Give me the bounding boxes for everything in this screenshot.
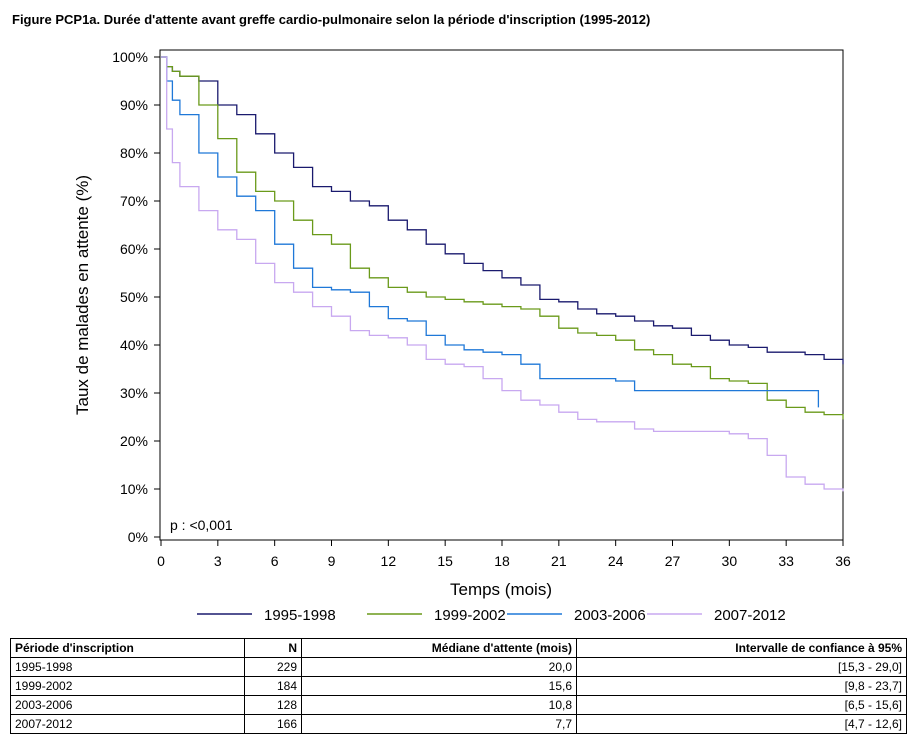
x-tick-label: 15: [437, 553, 453, 569]
cell-mediane: 7,7: [301, 714, 577, 734]
y-tick-label: 40%: [120, 337, 148, 353]
header-mediane: Médiane d'attente (mois): [301, 638, 577, 658]
series-line-1999-2002: [161, 56, 844, 420]
cell-periode: 2003-2006: [10, 695, 245, 715]
cell-intervalle: [9,8 - 23,7]: [576, 676, 907, 696]
cell-intervalle: [6,5 - 15,6]: [576, 695, 907, 715]
cell-n: 128: [244, 695, 302, 715]
series-line-2003-2006: [161, 56, 820, 408]
series-line-1995-1998: [161, 56, 844, 365]
x-tick-label: 24: [608, 553, 624, 569]
cell-mediane: 15,6: [301, 676, 577, 696]
header-n: N: [244, 638, 302, 658]
x-tick-label: 33: [778, 553, 794, 569]
y-axis-title: Taux de malades en attente (%): [73, 175, 92, 415]
table-row: 1999-2002 184 15,6 [9,8 - 23,7]: [10, 676, 907, 696]
series-lines: [161, 56, 844, 492]
y-tick-label: 20%: [120, 433, 148, 449]
y-tick-label: 80%: [120, 145, 148, 161]
cell-mediane: 10,8: [301, 695, 577, 715]
y-tick-label: 90%: [120, 97, 148, 113]
stats-table: Période d'inscription N Médiane d'attent…: [10, 638, 907, 734]
x-tick-label: 9: [328, 553, 336, 569]
table-row: 1995-1998 229 20,0 [15,3 - 29,0]: [10, 657, 907, 677]
y-tick-label: 60%: [120, 241, 148, 257]
cell-periode: 2007-2012: [10, 714, 245, 734]
header-periode: Période d'inscription: [10, 638, 245, 658]
x-tick-label: 6: [271, 553, 279, 569]
x-tick-label: 27: [665, 553, 681, 569]
x-tick-label: 0: [157, 553, 165, 569]
chart: 0%10%20%30%40%50%60%70%80%90%100% 0 3 6 9 12…: [73, 49, 851, 624]
cell-n: 184: [244, 676, 302, 696]
cell-mediane: 20,0: [301, 657, 577, 677]
x-tick-label: 18: [494, 553, 510, 569]
legend-label: 2003-2006: [574, 607, 646, 624]
x-tick-label: 21: [551, 553, 567, 569]
x-tick-label: 3: [214, 553, 222, 569]
table-header-row: Période d'inscription N Médiane d'attent…: [10, 638, 907, 658]
y-tick-label: 50%: [120, 289, 148, 305]
cell-intervalle: [15,3 - 29,0]: [576, 657, 907, 677]
y-tick-label: 70%: [120, 193, 148, 209]
y-tick-label: 30%: [120, 385, 148, 401]
cell-n: 229: [244, 657, 302, 677]
table-row: 2007-2012 166 7,7 [4,7 - 12,6]: [10, 714, 907, 734]
header-intervalle: Intervalle de confiance à 95%: [576, 638, 907, 658]
x-tick-label: 12: [381, 553, 397, 569]
legend: 1995-1998 1999-2002 2003-2006 2007-2012: [197, 607, 786, 624]
p-value-annotation: p : <0,001: [170, 517, 233, 533]
x-tick-label: 30: [722, 553, 738, 569]
cell-intervalle: [4,7 - 12,6]: [576, 714, 907, 734]
x-axis: 0 3 6 9 12 15 18 21 24 27 30 33 36: [157, 540, 851, 569]
x-axis-title: Temps (mois): [450, 580, 552, 599]
legend-label: 1999-2002: [434, 607, 506, 624]
plot-area-frame: [159, 49, 844, 541]
y-tick-label: 10%: [120, 481, 148, 497]
legend-label: 2007-2012: [714, 607, 786, 624]
legend-label: 1995-1998: [264, 607, 336, 624]
y-tick-label: 0%: [128, 529, 148, 545]
chart-title: Figure PCP1a. Durée d'attente avant gref…: [12, 12, 651, 27]
y-axis: 0% 10% 20% 30% 40% 50% 60% 70% 80% 90% 100%: [112, 49, 160, 545]
cell-n: 166: [244, 714, 302, 734]
table-row: 2003-2006 128 10,8 [6,5 - 15,6]: [10, 695, 907, 715]
x-tick-label: 36: [835, 553, 851, 569]
series-line-2007-2012: [161, 56, 844, 492]
cell-periode: 1999-2002: [10, 676, 245, 696]
cell-periode: 1995-1998: [10, 657, 245, 677]
y-tick-label: 100%: [112, 49, 148, 65]
